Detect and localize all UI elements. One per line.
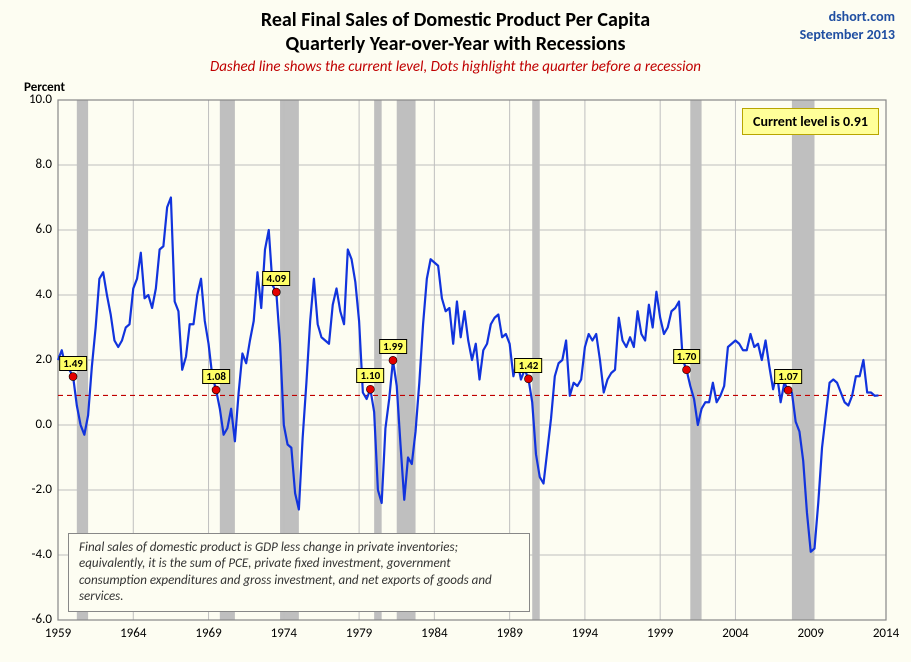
marker-label: 1.99	[379, 339, 407, 354]
marker-label: 4.09	[262, 271, 290, 286]
y-tick: -4.0	[16, 547, 52, 562]
y-tick: -6.0	[16, 612, 52, 627]
y-tick: 0.0	[16, 417, 52, 432]
x-tick: 1959	[45, 626, 71, 641]
footnote-box: Final sales of domestic product is GDP l…	[68, 533, 530, 612]
x-tick: 1964	[120, 626, 146, 641]
marker-label: 1.70	[673, 349, 701, 364]
y-tick: 6.0	[16, 222, 52, 237]
x-tick: 2009	[798, 626, 824, 641]
x-tick: 2014	[873, 626, 899, 641]
y-tick: 4.0	[16, 287, 52, 302]
x-tick: 1984	[421, 626, 447, 641]
current-level-box: Current level is 0.91	[742, 108, 879, 135]
marker-label: 1.07	[774, 369, 802, 384]
x-tick: 1999	[647, 626, 673, 641]
y-tick: 2.0	[16, 352, 52, 367]
x-tick: 1974	[271, 626, 297, 641]
x-tick: 1994	[572, 626, 598, 641]
marker-label: 1.49	[59, 356, 87, 371]
x-tick: 1989	[496, 626, 522, 641]
x-tick: 2004	[722, 626, 748, 641]
marker-label: 1.08	[202, 369, 230, 384]
y-tick: 8.0	[16, 157, 52, 172]
marker-label: 1.42	[515, 358, 543, 373]
y-tick: -2.0	[16, 482, 52, 497]
x-tick: 1979	[346, 626, 372, 641]
marker-label: 1.10	[357, 368, 385, 383]
y-tick: 10.0	[16, 92, 52, 107]
x-tick: 1969	[195, 626, 221, 641]
